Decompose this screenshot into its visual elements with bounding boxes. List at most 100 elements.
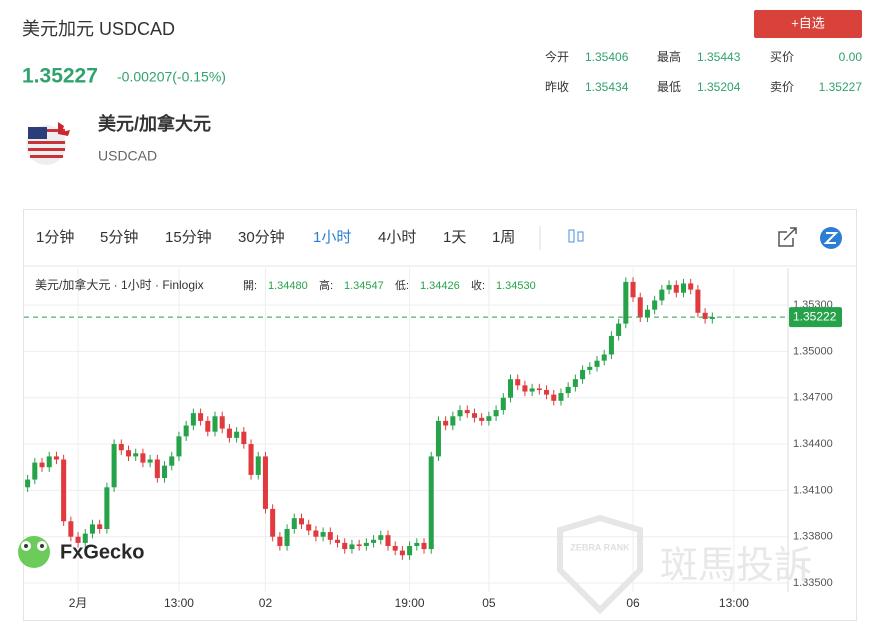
candle-body [140,453,146,463]
candle-body [183,425,189,437]
popout-icon[interactable] [778,227,797,247]
flag-icon [26,122,70,165]
x-tick-label: 13:00 [164,596,194,610]
candle-body [169,456,175,466]
legend-value: 1.34530 [496,280,536,292]
candle-body [688,283,694,290]
candle-body [457,410,463,417]
change: -0.00207(-0.15%) [117,69,226,85]
candle-body [594,360,600,367]
legend-value: 1.34426 [420,280,460,292]
candle-body [544,390,550,395]
instrument-code: USDCAD [98,148,157,164]
candle-body [335,539,341,543]
candle-body [219,416,225,429]
interval-button[interactable]: 1小时 [313,229,351,246]
stat-value: 1.35204 [697,80,741,94]
candle-body [443,420,449,426]
candle-body [659,289,665,301]
candle-body [198,413,204,421]
y-tick-label: 1.34400 [793,438,833,450]
candle-body [572,379,578,387]
candle-body [558,393,564,401]
candle-body [82,533,88,543]
candle-body [493,410,499,417]
candle-body [702,312,708,319]
interval-button[interactable]: 15分钟 [165,229,212,246]
y-tick-label: 1.34700 [793,392,833,404]
candle-body [327,532,333,540]
candle-body [616,323,622,336]
candle-body [450,416,456,426]
last-price-tag [789,307,842,328]
legend-key: 開: [243,279,257,292]
candle-body [587,366,593,370]
candle-body [313,530,319,537]
candle-body [392,545,398,551]
candle-body [371,539,377,543]
x-tick-label: 2月 [69,596,88,610]
candle-body [644,309,650,318]
watch-button-label[interactable]: +自选 [791,15,825,30]
candle-icon[interactable] [568,229,584,243]
candle-body [695,289,701,313]
stat-label: 今开 [545,49,569,64]
candle-body [342,542,348,550]
candle-body [277,536,283,546]
watermark: FxGecko ZEBRA RANK 斑馬投訴 [18,514,812,615]
candle-body [349,544,355,550]
candle-body [68,521,74,537]
candle-body [75,536,81,543]
candle-body [104,487,110,529]
candle-body [162,465,168,479]
candle-body [255,456,261,475]
legend-name: 美元/加拿大元 · 1小时 · Finlogix [35,277,204,292]
y-tick-label: 1.33500 [793,577,833,589]
candle-body [125,450,132,457]
candle-body [248,444,254,475]
candle-body [270,508,276,537]
logo-text: FxGecko [60,541,144,563]
price: 1.35227 [22,65,98,88]
interval-button[interactable]: 1周 [492,229,515,246]
candle-body [89,524,95,534]
stat-value: 0.00 [839,50,863,64]
candle-body [407,545,413,556]
candle-body [652,300,658,310]
page-title: 美元加元 USDCAD [22,19,175,39]
x-tick-label: 19:00 [395,596,425,610]
interval-button[interactable]: 30分钟 [238,229,285,246]
candle-body [61,459,67,522]
candle-body [580,369,586,380]
candle-body [529,388,535,392]
candle-body [32,462,38,480]
y-tick-label: 1.34100 [793,484,833,496]
candle-body [522,385,528,392]
chart: 1.33500 1.33800 1.34100 1.34400 1.34700 1.350… [24,268,842,610]
toolbar: 1分钟 5分钟 15分钟 30分钟 1小时 4小时 1天 1周 [36,229,515,246]
candle-body [234,431,240,438]
candle-body [205,420,211,432]
candle-body [53,456,59,460]
interval-button[interactable]: 1分钟 [36,229,74,246]
stats: 今开 1.35406 最高 1.35443 买价 0.00 昨收 1.35434 最低 1.352… [545,49,862,94]
chart-panel [23,209,857,621]
legend-key: 收: [471,278,485,292]
candle-body [536,388,542,391]
interval-button[interactable]: 5分钟 [100,229,138,246]
candle-body [479,417,485,421]
interval-button[interactable]: 4小时 [378,229,416,246]
candle-body [154,459,160,479]
candle-body [25,479,31,488]
candle-body [623,281,629,324]
interval-button[interactable]: 1天 [443,229,466,246]
watch-button[interactable] [754,10,862,38]
brand-icon[interactable] [820,227,842,249]
candle-body [500,397,506,411]
candle-body [637,297,643,318]
candle-body [428,456,434,550]
candle-body [306,524,312,531]
candle-body [435,420,441,457]
brand-text: 斑馬投訴 [660,545,812,587]
